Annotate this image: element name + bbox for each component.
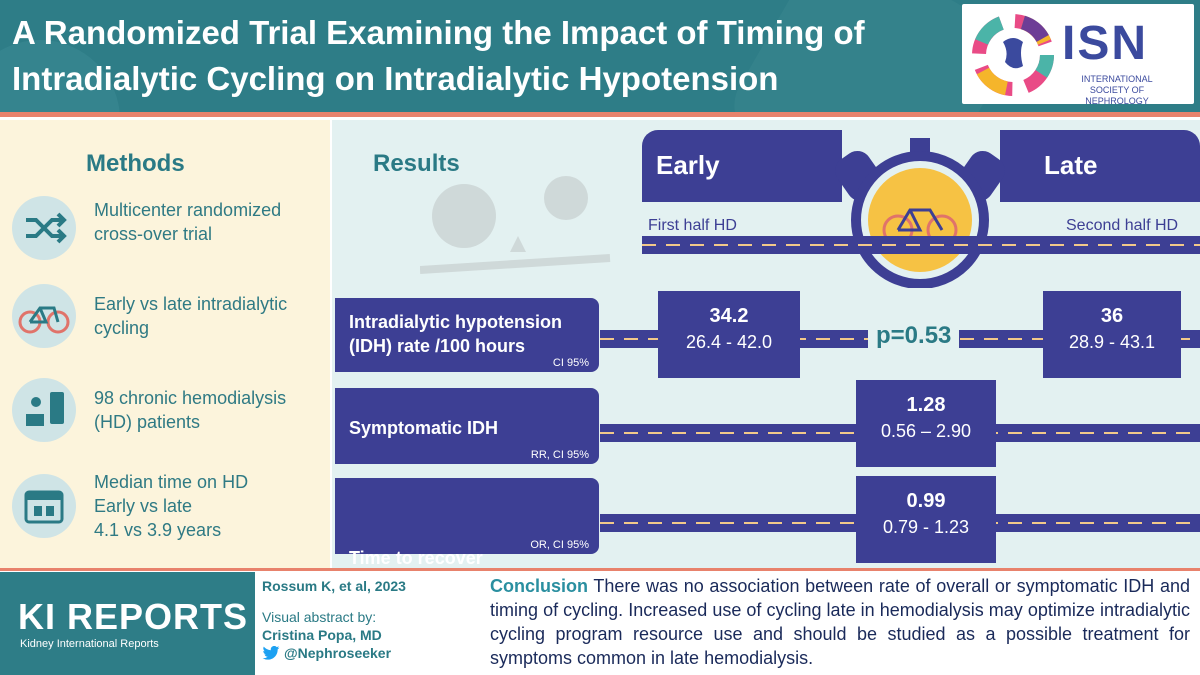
results-heading: Results (373, 150, 460, 177)
idh-rate-label: Intradialytic hypotension (IDH) rate /10… (349, 310, 562, 358)
title-line: A Randomized Trial Examining the Impact … (12, 14, 865, 51)
conclusion: Conclusion There was no association betw… (490, 574, 1190, 670)
journal-logo: KI REPORTS Kidney International Reports (0, 572, 255, 675)
idh-rate-label-box: Intradialytic hypotension (IDH) rate /10… (335, 298, 599, 372)
conclusion-heading: Conclusion (490, 576, 588, 596)
methods-duration-line: 4.1 vs 3.9 years (94, 520, 222, 540)
recovery-time-label-line: Time to recover (349, 548, 483, 568)
shuffle-icon (12, 196, 76, 260)
symptomatic-idh-value: 1.28 (906, 394, 946, 416)
road-dashes (642, 244, 1200, 246)
late-tab: Late (1000, 130, 1200, 202)
title-line: Intradialytic Cycling on Intradialytic H… (12, 60, 779, 97)
timeline-road (642, 236, 1200, 254)
idh-rate-ci-note: CI 95% (552, 357, 589, 369)
early-idh-rate-value: 34.2 (709, 305, 749, 327)
recovery-time-value: 0.99 (906, 490, 946, 512)
bicycle-icon (12, 284, 76, 348)
recovery-time-label-box: Time to recover post-HD OR, CI 95% (335, 478, 599, 640)
recovery-time-label-line: post-HD (349, 620, 424, 640)
late-idh-rate-value: 36 (1100, 305, 1124, 327)
recovery-time-box: 0.99 0.79 - 1.23 (856, 476, 996, 563)
early-label: Early (656, 150, 720, 180)
journal-name: KI REPORTS (18, 596, 249, 637)
page-title: A Randomized Trial Examining the Impact … (12, 10, 952, 102)
symptomatic-idh-ci: 0.56 – 2.90 (880, 421, 972, 441)
symptomatic-idh-box: 1.28 0.56 – 2.90 (856, 380, 996, 467)
recovery-time-ci: 0.79 - 1.23 (882, 517, 970, 537)
balance-scale-icon (420, 176, 611, 274)
twitter-icon (262, 645, 280, 660)
methods-panel: Methods Multicenter randomized cross-ove… (0, 120, 330, 568)
methods-duration-line: Median time on HD (94, 472, 249, 492)
methods-item-population: 98 chronic hemodialysis (HD) patients (94, 388, 287, 432)
methods-item-intervention: Early vs late intradialytic cycling (94, 294, 288, 338)
author-name: Cristina Popa, MD (262, 627, 382, 643)
methods-duration-line: Early vs late (94, 496, 193, 516)
idh-rate-label-line: (IDH) rate /100 hours (349, 336, 526, 356)
idh-rate-label-line: Intradialytic hypotension (349, 312, 563, 332)
first-half-label: First half HD (648, 217, 737, 234)
isn-logo: ISN INTERNATIONAL SOCIETY OF NEPHROLOGY (962, 4, 1194, 106)
isn-globe-icon (972, 14, 1054, 96)
calendar-icon (12, 474, 76, 538)
p-value: p=0.53 (868, 322, 960, 350)
early-idh-rate-box: 34.2 26.4 - 42.0 (658, 291, 800, 378)
recovery-time-ci-note: OR, CI 95% (530, 539, 589, 551)
late-idh-rate-box: 36 28.9 - 43.1 (1043, 291, 1181, 378)
conclusion-text: There was no association between rate of… (490, 576, 1190, 668)
symptomatic-idh-label-box: Symptomatic IDH RR, CI 95% (335, 388, 599, 464)
alarm-clock-icon (835, 138, 1005, 288)
late-idh-rate-ci: 28.9 - 43.1 (1068, 332, 1156, 352)
footer-stripe (0, 568, 1200, 571)
early-idh-rate-ci: 26.4 - 42.0 (685, 332, 773, 352)
journal-subtitle: Kidney International Reports (20, 638, 159, 650)
symptomatic-idh-ci-note: RR, CI 95% (530, 449, 589, 461)
header-banner: A Randomized Trial Examining the Impact … (0, 0, 1200, 112)
late-label: Late (1044, 150, 1098, 180)
twitter-handle-text: @Nephroseeker (284, 645, 392, 661)
recovery-time-label: Time to recover post-HD (349, 498, 483, 675)
header-stripe (0, 112, 1200, 117)
isn-logo-text: ISN (1062, 17, 1149, 70)
citation: Rossum K, et al, 2023 (262, 578, 406, 594)
second-half-label: Second half HD (1066, 217, 1179, 234)
hemodialysis-patient-icon (12, 378, 76, 442)
methods-heading: Methods (86, 150, 185, 177)
symptomatic-idh-label: Symptomatic IDH (349, 418, 499, 438)
methods-item-duration: Median time on HD Early vs late 4.1 vs 3… (94, 470, 324, 542)
isn-logo-subtitle: INTERNATIONAL SOCIETY OF NEPHROLOGY (1081, 74, 1153, 106)
twitter-handle[interactable]: @Nephroseeker (262, 644, 482, 662)
early-tab: Early (642, 130, 842, 202)
methods-item-design: Multicenter randomized cross-over trial (94, 200, 282, 244)
visual-abstract-label: Visual abstract by: (262, 609, 377, 625)
credits: Rossum K, et al, 2023 Visual abstract by… (262, 578, 482, 662)
